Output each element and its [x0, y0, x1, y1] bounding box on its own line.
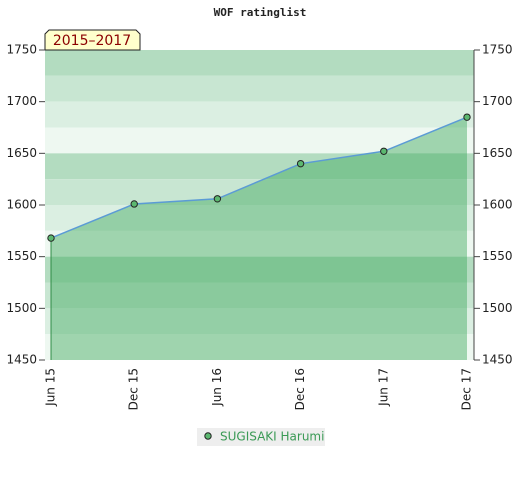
stripe: [45, 179, 474, 205]
y-tick-label: 1550: [6, 249, 37, 263]
point: [296, 159, 305, 168]
line: [50, 116, 468, 239]
y2-tick-label: 1650: [482, 146, 513, 160]
stripe: [45, 334, 474, 360]
legend-marker: [204, 432, 212, 440]
stripe: [45, 282, 474, 309]
y-tick-label: 1750: [6, 43, 37, 57]
stripe: [45, 127, 474, 154]
stripe: [45, 308, 474, 335]
stripe: [45, 205, 474, 231]
stripe: [45, 50, 474, 76]
y-tick-label: 1600: [6, 198, 37, 212]
point: [47, 234, 55, 242]
stripe: [45, 230, 474, 257]
plot: [47, 113, 471, 361]
chart-title: WOF ratinglist: [214, 6, 307, 19]
stripe: [45, 256, 474, 283]
y-tick-label: 1450: [6, 353, 37, 367]
y2-tick-label: 1550: [482, 249, 513, 263]
stripe: [45, 153, 474, 180]
x-tick-label: Jun 16: [210, 368, 224, 407]
point: [380, 147, 388, 155]
point: [463, 113, 471, 121]
y2-tick-label: 1750: [482, 43, 513, 57]
y2-tick-label: 1500: [482, 301, 513, 315]
x-tick-label: Dec 17: [460, 368, 474, 410]
point: [130, 200, 138, 208]
y-tick-label: 1650: [6, 146, 37, 160]
annotation: 2015–2017: [53, 33, 131, 49]
x-tick-label: Jun 15: [44, 368, 58, 407]
y-tick-label: 1700: [6, 94, 37, 108]
stripe: [45, 101, 474, 128]
y2-tick-label: 1450: [482, 353, 513, 367]
x-tick-label: Jun 17: [376, 368, 390, 407]
y2-tick-label: 1700: [482, 94, 513, 108]
point: [213, 195, 222, 203]
legend-label: SUGISAKI Harumi: [220, 430, 324, 444]
annotation-box: [44, 29, 141, 51]
legend: [197, 428, 325, 446]
area: [51, 117, 467, 361]
x-tick-label: Dec 16: [293, 368, 307, 410]
plot-background: [45, 50, 474, 360]
y-tick-label: 1500: [6, 301, 37, 315]
x-tick-label: Dec 15: [127, 368, 141, 410]
y2-tick-label: 1600: [482, 198, 513, 212]
stripe: [45, 75, 474, 102]
